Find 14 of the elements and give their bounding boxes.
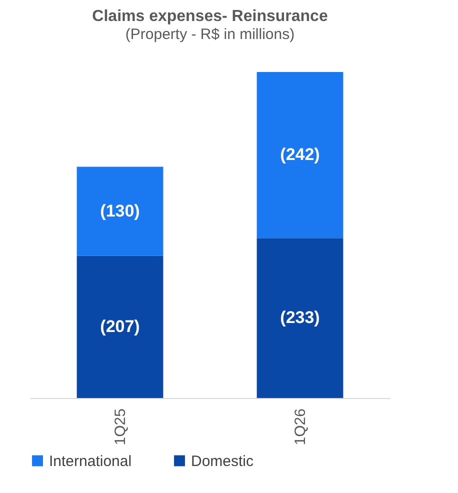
bar	[76, 256, 164, 398]
chart-subtitle: (Property - R$ in millions)	[125, 26, 295, 43]
bar	[256, 72, 344, 238]
chart-title: Claims expenses- Reinsurance	[92, 8, 328, 25]
x-tick-label: 1Q26	[292, 408, 309, 446]
data-label: (233)	[280, 308, 320, 328]
data-label: (242)	[280, 145, 320, 164]
bar	[256, 238, 344, 398]
x-tick-label: 1Q25	[112, 408, 129, 446]
legend-label: International	[49, 452, 132, 470]
bar	[76, 166, 164, 256]
legend-label: Domestic	[191, 452, 254, 470]
data-label: (130)	[100, 201, 140, 220]
data-label: (207)	[100, 316, 140, 336]
